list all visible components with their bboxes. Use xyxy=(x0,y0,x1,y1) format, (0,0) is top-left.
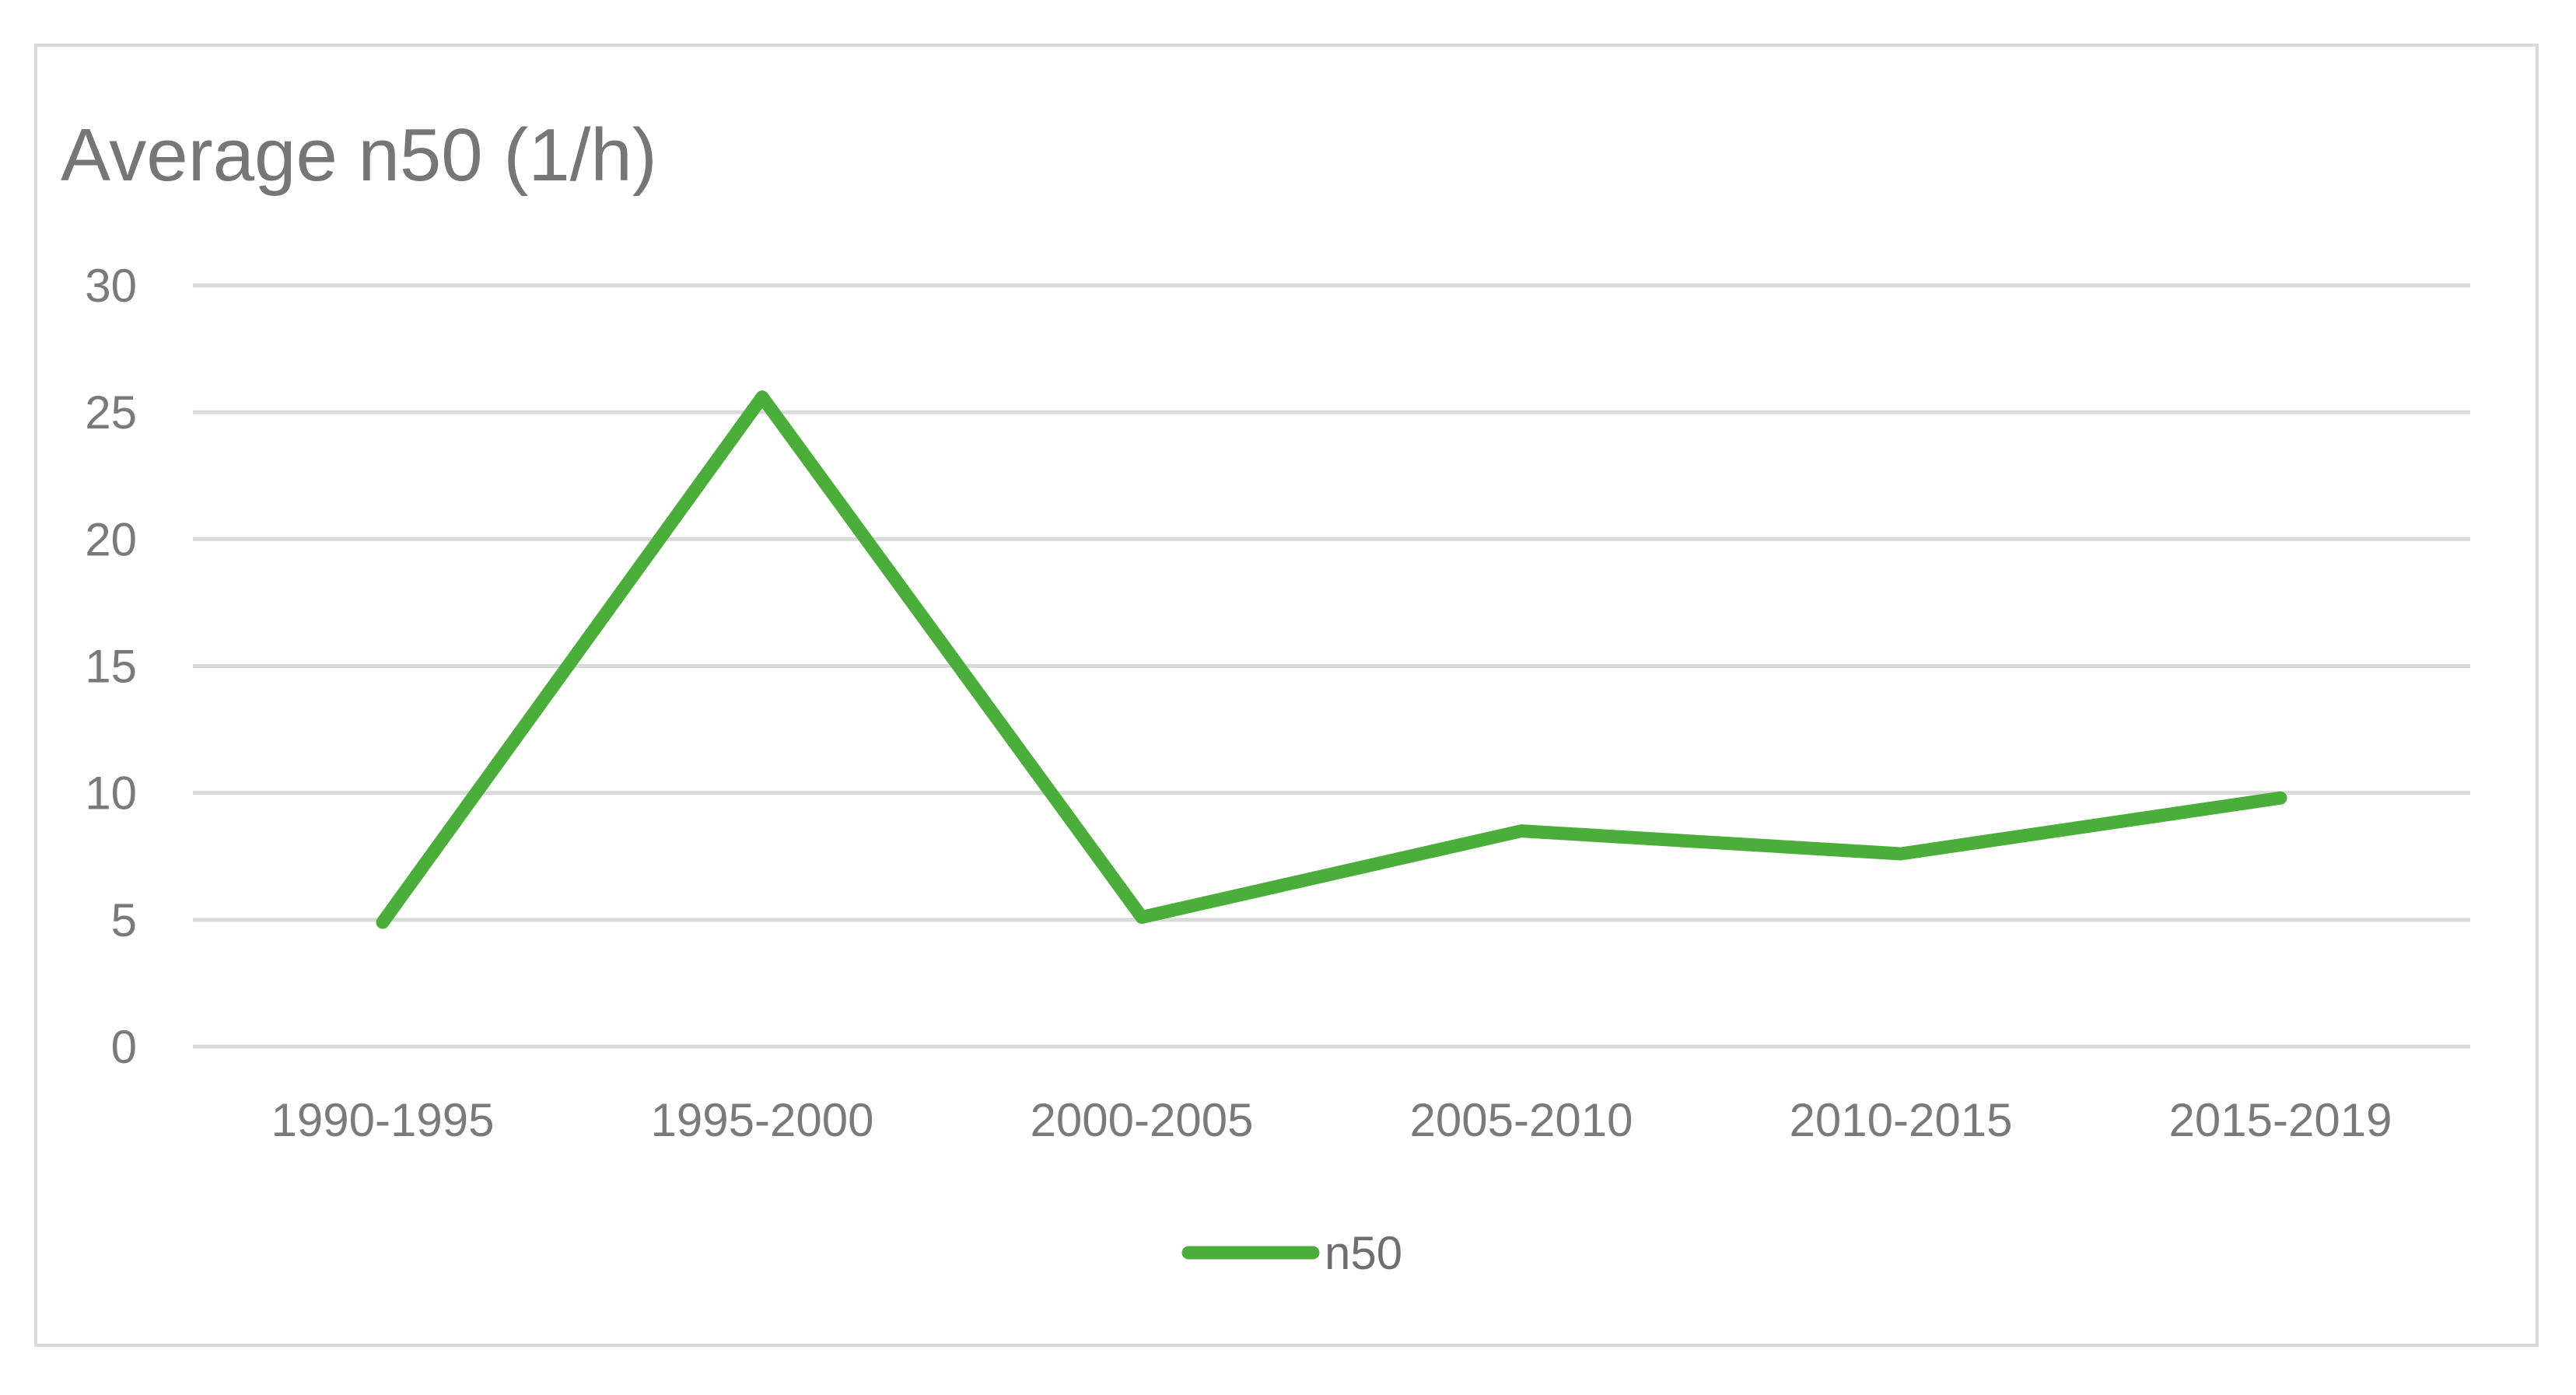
x-tick-label: 2000-2005 xyxy=(1031,1094,1254,1146)
y-tick-label: 0 xyxy=(111,1021,137,1073)
legend-label-n50: n50 xyxy=(1325,1227,1402,1279)
gridlines xyxy=(193,283,2470,1049)
y-tick-label: 30 xyxy=(85,260,137,312)
x-tick-label: 2010-2015 xyxy=(1790,1094,2013,1146)
y-tick-label: 15 xyxy=(85,641,137,693)
y-tick-label: 10 xyxy=(85,767,137,820)
chart-title: Average n50 (1/h) xyxy=(61,114,657,197)
y-axis-tick-labels: 0 5 10 15 20 25 30 xyxy=(85,260,137,1073)
x-tick-label: 2005-2010 xyxy=(1410,1094,1633,1146)
chart-frame xyxy=(34,44,2539,1347)
legend: n50 xyxy=(1181,1227,1402,1279)
y-tick-label: 20 xyxy=(85,513,137,565)
x-tick-label: 1990-1995 xyxy=(271,1094,495,1146)
y-tick-label: 25 xyxy=(85,386,137,439)
x-tick-label: 1995-2000 xyxy=(651,1094,874,1146)
x-axis-tick-labels: 1990-1995 1995-2000 2000-2005 2005-2010 2010… xyxy=(271,1094,2392,1146)
series-lines xyxy=(376,390,2287,929)
series-line-n50 xyxy=(376,390,2287,929)
y-tick-label: 5 xyxy=(111,894,137,946)
x-tick-label: 2015-2019 xyxy=(2169,1094,2392,1146)
